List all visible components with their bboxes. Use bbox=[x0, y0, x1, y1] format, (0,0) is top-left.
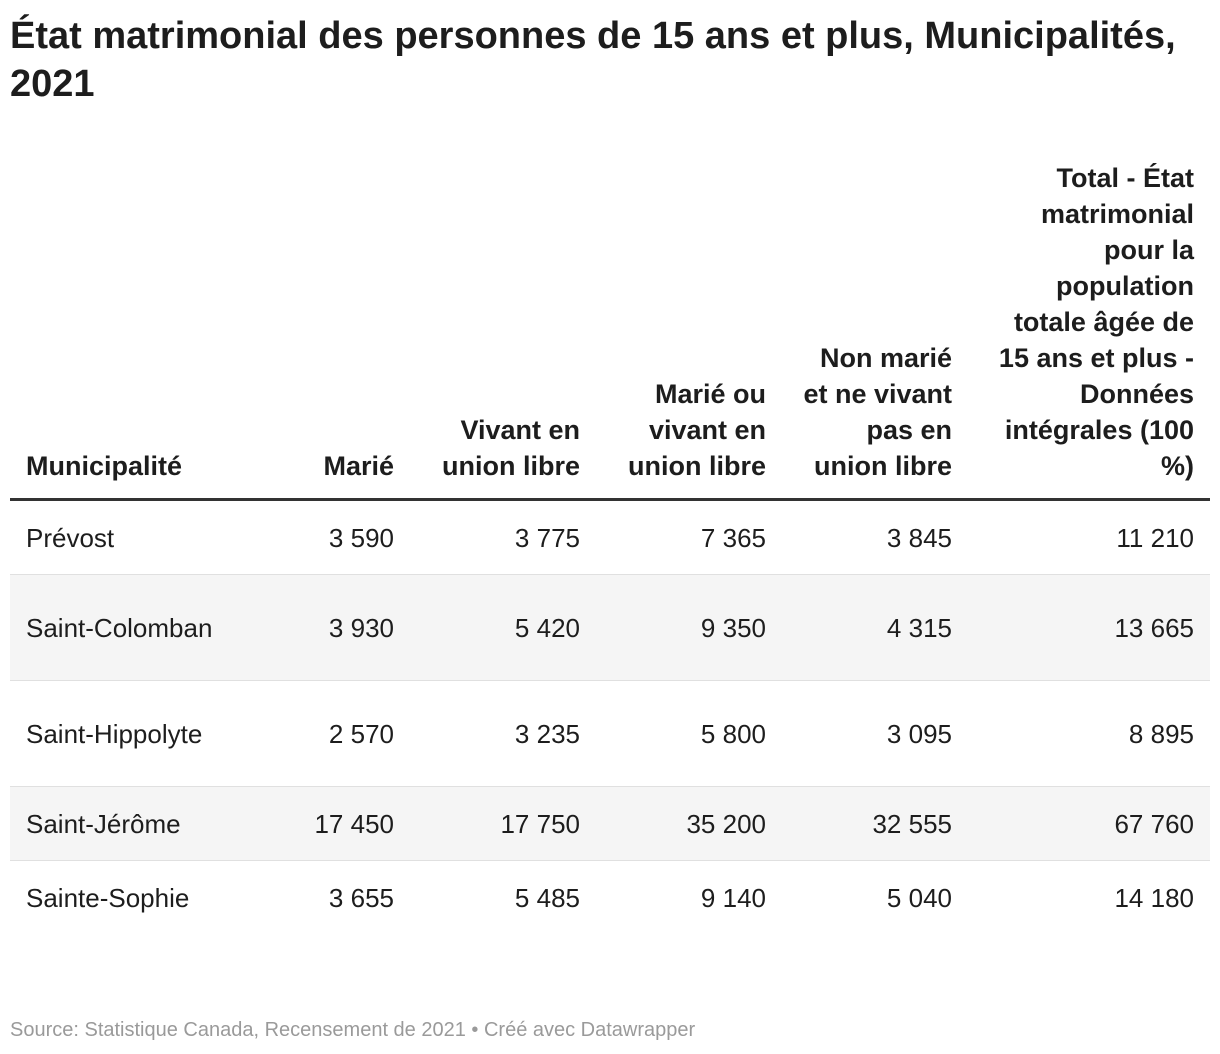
table-cell: 5 800 bbox=[596, 680, 782, 787]
table-cell: 7 365 bbox=[596, 499, 782, 575]
table-cell-municipality: Saint-Colomban bbox=[10, 574, 235, 681]
table-row: Saint-Colomban 3 930 5 420 9 350 4 315 1… bbox=[10, 574, 1210, 681]
table-cell: 35 200 bbox=[596, 786, 782, 861]
table-cell: 4 315 bbox=[782, 574, 968, 681]
column-header-marie[interactable]: Marié bbox=[235, 160, 410, 501]
column-header-municipalite[interactable]: Municipalité bbox=[10, 160, 235, 501]
table-cell: 3 095 bbox=[782, 680, 968, 787]
table-cell: 3 775 bbox=[410, 499, 596, 575]
table-cell: 3 235 bbox=[410, 680, 596, 787]
column-header-non-marie[interactable]: Non marié et ne vivant pas en union libr… bbox=[782, 160, 968, 501]
table-cell: 14 180 bbox=[1114, 882, 1194, 913]
table-cell: 3 930 bbox=[235, 574, 410, 681]
table-row: Saint-Hippolyte 2 570 3 235 5 800 3 095 … bbox=[10, 680, 1210, 787]
table-row: Prévost 3 590 3 775 7 365 3 845 11 210 bbox=[10, 499, 1210, 575]
table-cell-municipality: Sainte-Sophie bbox=[26, 882, 190, 913]
table-cell: 9 350 bbox=[596, 574, 782, 681]
table-cell: 17 450 bbox=[235, 786, 410, 861]
table-row: Saint-Jérôme 17 450 17 750 35 200 32 555… bbox=[10, 786, 1210, 861]
table-cell: 9 140 bbox=[700, 882, 766, 913]
table-cell: 67 760 bbox=[968, 786, 1210, 861]
column-header-union-libre[interactable]: Vivant en union libre bbox=[410, 160, 596, 501]
table-header-row: Municipalité Marié Vivant en union libre… bbox=[10, 160, 1210, 501]
table-cell: 11 210 bbox=[968, 499, 1210, 575]
table-cell-municipality: Prévost bbox=[10, 499, 235, 575]
data-table: Municipalité Marié Vivant en union libre… bbox=[10, 160, 1210, 934]
table-cell: 17 750 bbox=[410, 786, 596, 861]
table-cell: 8 895 bbox=[968, 680, 1210, 787]
table-cell: 3 845 bbox=[782, 499, 968, 575]
page-title: État matrimonial des personnes de 15 ans… bbox=[10, 15, 1176, 105]
source-note: Source: Statistique Canada, Recensement … bbox=[10, 1019, 696, 1041]
table-cell-municipality: Saint-Jérôme bbox=[10, 786, 235, 861]
table-cell: 5 420 bbox=[410, 574, 596, 681]
table-row: Sainte-Sophie 3 655 5 485 9 140 5 040 14… bbox=[10, 861, 1210, 935]
table-cell: 13 665 bbox=[968, 574, 1210, 681]
table-cell: 3 590 bbox=[235, 499, 410, 575]
table-cell: 5 040 bbox=[886, 882, 952, 913]
table-cell: 32 555 bbox=[782, 786, 968, 861]
table-cell-municipality: Saint-Hippolyte bbox=[10, 680, 235, 787]
column-header-marie-ou-union-libre[interactable]: Marié ou vivant en union libre bbox=[596, 160, 782, 501]
table-cell: 2 570 bbox=[235, 680, 410, 787]
column-header-total[interactable]: Total - État matrimonial pour la populat… bbox=[968, 160, 1210, 501]
table-cell: 3 655 bbox=[328, 882, 394, 913]
table-cell: 5 485 bbox=[514, 882, 580, 913]
